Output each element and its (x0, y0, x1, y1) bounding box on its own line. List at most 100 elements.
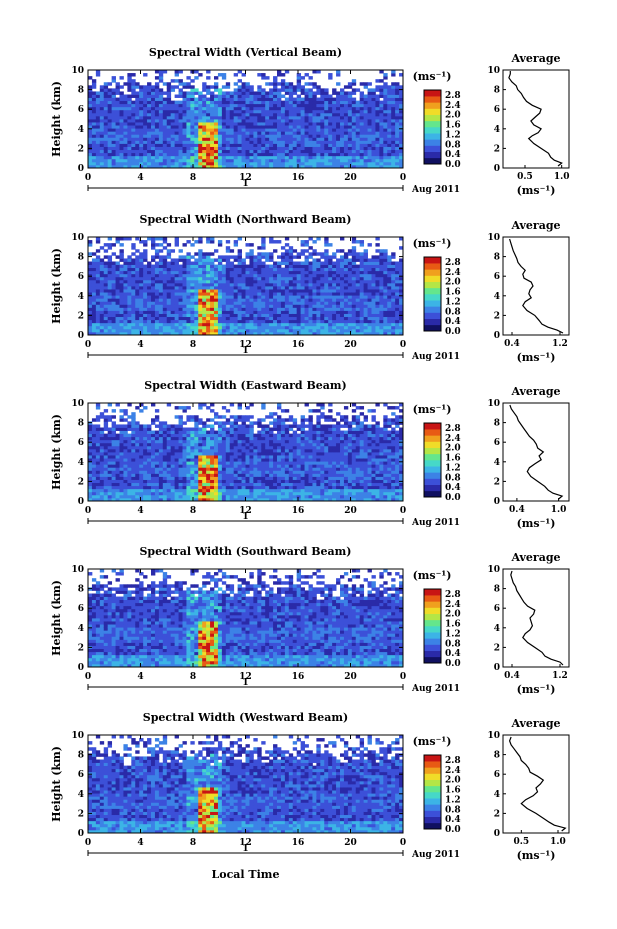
heatmap-cell (316, 103, 321, 108)
heatmap-cell (88, 109, 93, 114)
heatmap-cell (371, 109, 376, 114)
heatmap-cell (237, 286, 242, 290)
heatmap-cell (304, 146, 309, 151)
heatmap-cell (91, 455, 97, 459)
heatmap-cell (182, 313, 187, 318)
heatmap-cell (202, 88, 207, 92)
heatmap-cell (371, 313, 376, 318)
heatmap-cell (186, 152, 191, 157)
y-tick-label: 8 (78, 86, 84, 96)
heatmap-cell (304, 276, 309, 281)
heatmap-cell (359, 100, 365, 105)
heatmap-cell (123, 146, 128, 151)
heatmap-cell (249, 103, 254, 108)
heatmap-cell (308, 316, 313, 321)
heatmap-cell (328, 258, 333, 262)
heatmap-cell (95, 319, 101, 324)
heatmap-cell (221, 307, 227, 311)
heatmap-cell (103, 473, 109, 477)
heatmap-cell (158, 149, 164, 154)
heatmap-cell (202, 106, 207, 111)
heatmap-cell (375, 103, 380, 108)
heatmap-cell (174, 313, 179, 318)
heatmap-cell (103, 439, 109, 444)
heatmap-cell (304, 243, 309, 247)
heatmap-cell (131, 91, 136, 95)
heatmap-cell (249, 319, 254, 324)
heatmap-cell (308, 143, 313, 147)
heatmap-cell (245, 264, 250, 269)
heatmap-cell (135, 289, 140, 293)
heatmap-cell (312, 298, 317, 302)
heatmap-cell (202, 125, 207, 129)
heatmap-cell (304, 115, 309, 120)
heatmap-cell (269, 322, 274, 327)
heatmap-cell (363, 109, 368, 114)
heatmap-cell (214, 298, 219, 302)
heatmap-cell (359, 146, 365, 151)
heatmap-cell (162, 109, 168, 114)
heatmap-cell (261, 286, 266, 290)
heatmap-cell (288, 152, 294, 157)
heatmap-cell (320, 319, 325, 324)
heatmap-cell (111, 149, 116, 154)
heatmap-cell (229, 304, 235, 308)
heatmap-cell (229, 125, 235, 129)
heatmap-cell (115, 273, 120, 278)
heatmap-cell (280, 88, 286, 92)
heatmap-cell (158, 282, 164, 287)
heatmap-cell (379, 91, 384, 95)
heatmap-cell (202, 331, 207, 336)
heatmap-cell (95, 240, 101, 244)
heatmap-cell (119, 436, 124, 441)
heatmap-cell (217, 103, 223, 108)
heatmap-cell (206, 331, 211, 336)
heatmap-cell (273, 264, 278, 269)
heatmap-cell (88, 473, 93, 477)
heatmap-cell (162, 295, 168, 299)
heatmap-cell (332, 267, 337, 272)
heatmap-cell (194, 286, 199, 290)
heatmap-cell (206, 155, 211, 160)
heatmap-cell (166, 289, 172, 293)
heatmap-cell (151, 243, 156, 247)
heatmap-cell (257, 73, 262, 77)
heatmap-cell (336, 119, 341, 123)
heatmap-cell (194, 76, 199, 80)
heatmap-cell (206, 316, 211, 321)
heatmap-cell (127, 143, 132, 147)
heatmap-cell (332, 313, 337, 318)
heatmap-cell (143, 264, 148, 269)
heatmap-cell (229, 112, 235, 117)
heatmap-cell (143, 445, 148, 450)
heatmap-cell (343, 149, 349, 154)
heatmap-cell (154, 164, 160, 169)
heatmap-cell (351, 237, 357, 241)
heatmap-cell (221, 131, 227, 135)
heatmap-cell (170, 122, 176, 126)
heatmap-cell (111, 319, 116, 324)
heatmap-cell (202, 112, 207, 117)
heatmap-cell (131, 482, 136, 487)
heatmap-cell (229, 91, 235, 95)
heatmap-cell (170, 115, 176, 120)
heatmap-cell (174, 152, 179, 157)
heatmap-cell (91, 82, 97, 86)
heatmap-cell (363, 319, 368, 324)
heatmap-cell (375, 270, 380, 275)
heatmap-cell (269, 122, 274, 126)
heatmap-cell (304, 261, 309, 265)
heatmap-cell (308, 106, 313, 111)
heatmap-cell (359, 94, 365, 98)
heatmap-cell (95, 310, 101, 314)
heatmap-cell (119, 140, 124, 144)
heatmap-cell (237, 131, 242, 135)
heatmap-cell (182, 276, 187, 281)
heatmap-cell (123, 461, 128, 465)
heatmap-cell (178, 307, 183, 311)
heatmap-cell (308, 128, 313, 132)
heatmap-cell (257, 155, 262, 160)
heatmap-cell (162, 161, 168, 166)
heatmap-cell (320, 273, 325, 278)
heatmap-cell (91, 164, 97, 169)
